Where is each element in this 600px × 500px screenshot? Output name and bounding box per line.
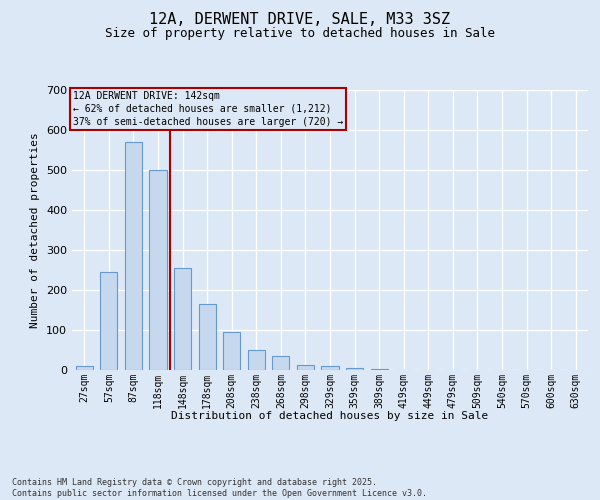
Text: Size of property relative to detached houses in Sale: Size of property relative to detached ho… (105, 28, 495, 40)
Bar (248, 350, 265, 370)
Y-axis label: Number of detached properties: Number of detached properties (31, 132, 40, 328)
Bar (149, 170, 167, 370)
Bar (272, 356, 289, 370)
Text: 12A, DERWENT DRIVE, SALE, M33 3SZ: 12A, DERWENT DRIVE, SALE, M33 3SZ (149, 12, 451, 28)
Bar (100, 272, 118, 370)
Bar (76, 366, 93, 370)
Bar (322, 366, 338, 370)
Bar (199, 304, 216, 370)
Bar (371, 369, 388, 370)
Text: 12A DERWENT DRIVE: 142sqm
← 62% of detached houses are smaller (1,212)
37% of se: 12A DERWENT DRIVE: 142sqm ← 62% of detac… (73, 91, 343, 127)
Bar (297, 365, 314, 370)
Bar (174, 268, 191, 370)
X-axis label: Distribution of detached houses by size in Sale: Distribution of detached houses by size … (172, 411, 488, 421)
Bar (125, 142, 142, 370)
Bar (223, 332, 241, 370)
Text: Contains HM Land Registry data © Crown copyright and database right 2025.
Contai: Contains HM Land Registry data © Crown c… (12, 478, 427, 498)
Bar (346, 368, 363, 370)
